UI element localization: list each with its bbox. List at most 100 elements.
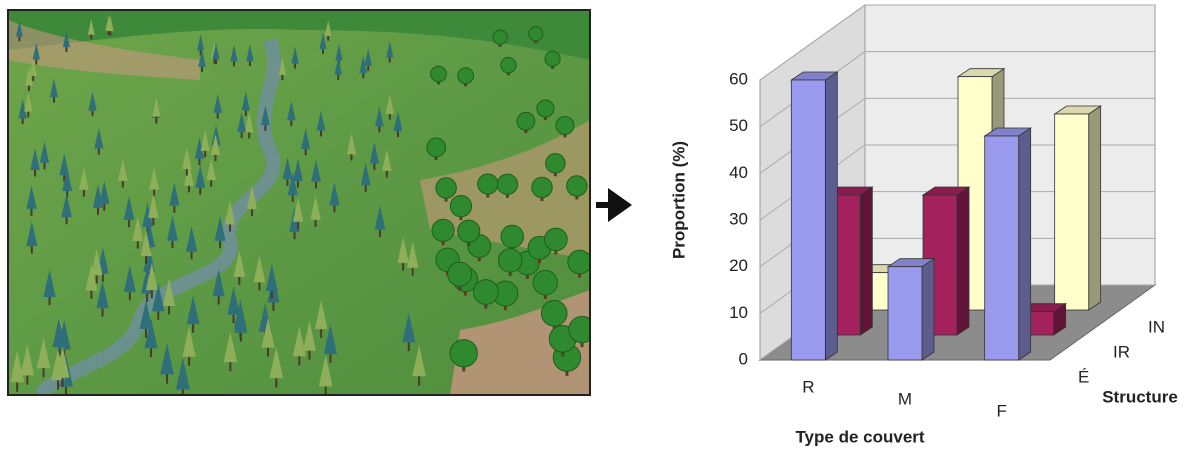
trunk: [258, 282, 260, 290]
figure: Proportion (%) Type de couvert Structure…: [0, 0, 1199, 453]
trunk: [65, 47, 67, 52]
trunk: [204, 151, 206, 157]
trunk: [157, 311, 159, 319]
trunk: [32, 76, 34, 81]
trunk: [418, 376, 420, 385]
forest-illustration: [8, 10, 595, 399]
trunk: [389, 114, 391, 120]
trunk: [281, 75, 283, 80]
trunk: [188, 186, 190, 193]
arrow-head: [608, 188, 632, 222]
crown: [448, 262, 472, 286]
trunk: [408, 342, 410, 351]
trunk: [186, 169, 188, 176]
trunk: [229, 362, 231, 371]
trunk: [402, 263, 404, 271]
crown: [556, 116, 574, 134]
bar-side: [957, 187, 969, 335]
trunk: [53, 97, 55, 103]
trunk: [350, 154, 352, 160]
bar-front: [888, 267, 922, 360]
crown: [541, 300, 567, 326]
trunk: [233, 315, 235, 323]
trunk: [215, 155, 217, 161]
trunk: [249, 61, 251, 66]
y-axis-title: Proportion (%): [669, 141, 688, 259]
trunk: [145, 329, 147, 338]
crown: [432, 219, 454, 241]
trunk: [43, 368, 45, 377]
trunk: [210, 180, 212, 187]
trunk: [26, 375, 28, 384]
crown: [436, 178, 456, 198]
trunk: [151, 290, 153, 298]
bar-side: [922, 259, 934, 360]
trunk: [378, 126, 380, 132]
trunk: [397, 131, 399, 137]
series-label: IR: [1113, 342, 1130, 361]
bar-front: [791, 80, 825, 360]
trunk: [122, 181, 124, 188]
trunk: [96, 275, 98, 283]
bar-side: [1089, 106, 1101, 310]
crown: [478, 174, 498, 194]
crown: [569, 316, 595, 342]
trunk: [238, 277, 240, 285]
trunk: [34, 170, 36, 177]
crown: [517, 112, 535, 130]
crown: [450, 340, 477, 367]
trunk: [97, 208, 99, 215]
trunk: [198, 159, 200, 165]
trunk: [201, 67, 203, 72]
trunk: [57, 380, 59, 389]
trunk: [90, 291, 92, 299]
trunk: [166, 374, 168, 383]
y-tick-label: 10: [729, 303, 748, 322]
trunk: [290, 120, 292, 126]
trunk: [43, 163, 45, 169]
trunk: [367, 66, 369, 71]
trunk: [218, 296, 220, 304]
trunk: [98, 148, 100, 154]
trunk: [137, 241, 139, 248]
trunk: [35, 59, 37, 64]
trunk: [389, 58, 391, 63]
bar-side: [860, 187, 872, 335]
trunk: [294, 232, 296, 239]
trunk: [308, 351, 310, 360]
bar-front: [985, 136, 1019, 360]
trunk: [155, 117, 157, 123]
trunk: [27, 112, 29, 118]
bar-front: [1055, 114, 1089, 310]
crown: [532, 177, 552, 197]
trunk: [264, 125, 266, 131]
y-tick-label: 0: [739, 349, 748, 368]
crown: [450, 195, 471, 216]
trunk: [362, 73, 364, 78]
crown: [567, 176, 587, 196]
trunk: [22, 118, 24, 124]
y-tick-label: 30: [729, 209, 748, 228]
trunk: [297, 222, 299, 229]
trunk: [146, 294, 148, 302]
series-label: IN: [1148, 317, 1165, 336]
trunk: [31, 209, 33, 216]
trunk: [315, 182, 317, 189]
page: Proportion (%) Type de couvert Structure…: [0, 0, 1199, 458]
trunk: [251, 209, 253, 216]
trunk: [188, 357, 190, 366]
trunk: [292, 195, 294, 202]
x-tick-label: F: [996, 401, 1006, 420]
trunk: [240, 333, 242, 342]
crown: [497, 174, 517, 194]
crown: [458, 220, 480, 242]
trunk: [217, 113, 219, 119]
trunk: [322, 49, 324, 54]
trunk: [267, 348, 269, 357]
trunk: [173, 206, 175, 213]
trunk: [248, 132, 250, 138]
crown: [537, 100, 554, 117]
y-tick-label: 60: [729, 69, 748, 88]
trunk: [191, 252, 193, 260]
trunk: [241, 132, 243, 138]
